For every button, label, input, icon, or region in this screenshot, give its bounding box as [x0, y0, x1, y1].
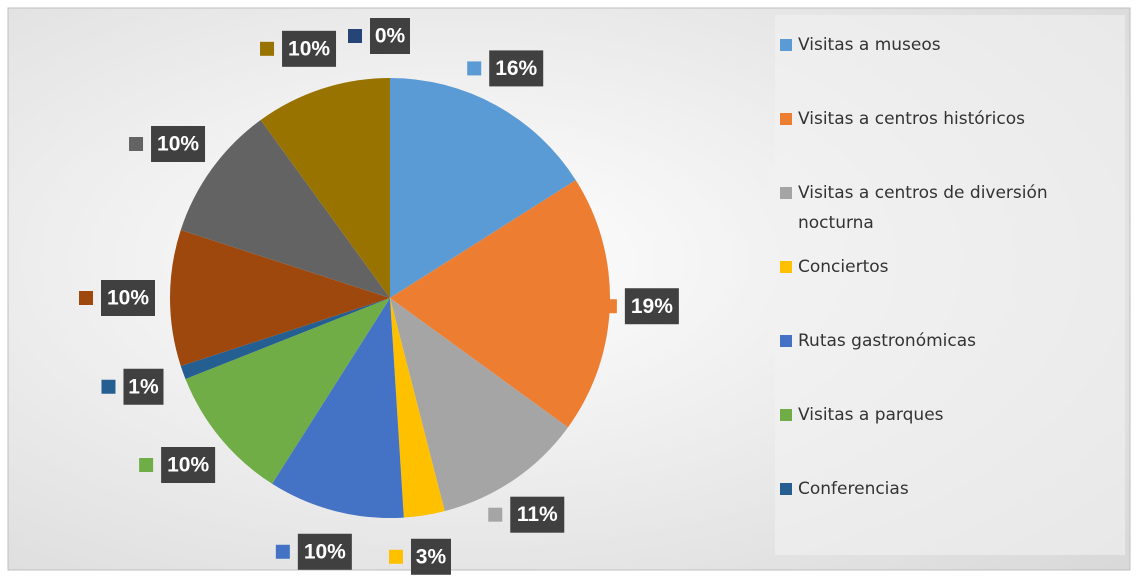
label-box: [489, 50, 544, 87]
legend-label: Conciertos: [798, 257, 889, 277]
data-label: 11%: [517, 503, 558, 526]
pie-slice: [390, 298, 445, 518]
data-label: 10%: [288, 37, 330, 60]
legend-swatch: [780, 187, 792, 199]
label-marker: [260, 41, 275, 56]
label-box: [161, 447, 216, 484]
legend-label: Visitas a centros de diversión nocturna: [798, 183, 1048, 233]
pie-slice: [272, 298, 404, 518]
legend-entry: Conferencias: [778, 474, 1128, 504]
pie-slice: [390, 180, 610, 428]
label-box: [410, 538, 451, 575]
legend-swatch: [780, 483, 792, 495]
legend-entry: Visitas a centros de diversión nocturna: [778, 178, 1128, 238]
pie-slice: [390, 78, 576, 298]
data-label: 3%: [416, 545, 447, 568]
label-box: [282, 30, 337, 67]
legend-swatch: [780, 335, 792, 347]
legend-background: [775, 15, 1125, 555]
legend-entry: Conciertos: [778, 252, 1128, 282]
legend-label: Rutas gastronómicas: [798, 331, 976, 351]
label-marker: [275, 544, 290, 559]
label-box: [123, 368, 164, 405]
legend-entry: Rutas gastronómicas: [778, 326, 1128, 356]
data-label: 10%: [157, 133, 199, 156]
legend-label: Visitas a parques: [798, 405, 944, 425]
data-label: 10%: [304, 540, 346, 563]
legend-swatch: [780, 113, 792, 125]
legend-entry: Visitas a centros históricos: [778, 104, 1128, 134]
label-box: [297, 533, 352, 570]
legend-entry: Visitas a parques: [778, 400, 1128, 430]
legend-label: Conferencias: [798, 479, 909, 499]
data-label: 0%: [375, 25, 406, 48]
label-box: [624, 288, 679, 325]
pie-slice: [390, 298, 568, 512]
label-marker: [79, 291, 93, 305]
label-marker: [602, 299, 617, 314]
label-box: [101, 280, 155, 316]
label-marker: [488, 507, 503, 522]
pie-slice: [260, 78, 390, 298]
data-label: 16%: [495, 57, 537, 80]
label-marker: [139, 458, 154, 473]
label-marker: [388, 549, 403, 564]
data-label: 10%: [167, 454, 209, 477]
legend-swatch: [780, 39, 792, 51]
legend-entry: Visitas a museos: [778, 30, 1128, 60]
label-box: [370, 18, 410, 54]
label-marker: [467, 61, 482, 76]
pie-slice: [185, 298, 390, 484]
slices: [169, 78, 610, 518]
label-box: [510, 496, 565, 533]
legend-label: Visitas a museos: [798, 35, 941, 55]
label-marker: [129, 137, 144, 152]
data-label: 10%: [107, 287, 149, 310]
label-marker: [101, 379, 116, 394]
data-label: 19%: [631, 295, 673, 318]
legend-label: Visitas a centros históricos: [798, 109, 1025, 129]
pie-slice: [180, 298, 390, 379]
pie-slice: [169, 230, 390, 366]
label-box: [151, 126, 206, 163]
data-label: 1%: [128, 375, 159, 398]
legend-swatch: [780, 261, 792, 273]
pie-slice: [180, 120, 390, 298]
label-marker: [348, 29, 362, 43]
legend-swatch: [780, 409, 792, 421]
labels: 16% 19% 11% 3% 10% 10% 1% 10% 10% 10% 0%: [79, 18, 679, 575]
